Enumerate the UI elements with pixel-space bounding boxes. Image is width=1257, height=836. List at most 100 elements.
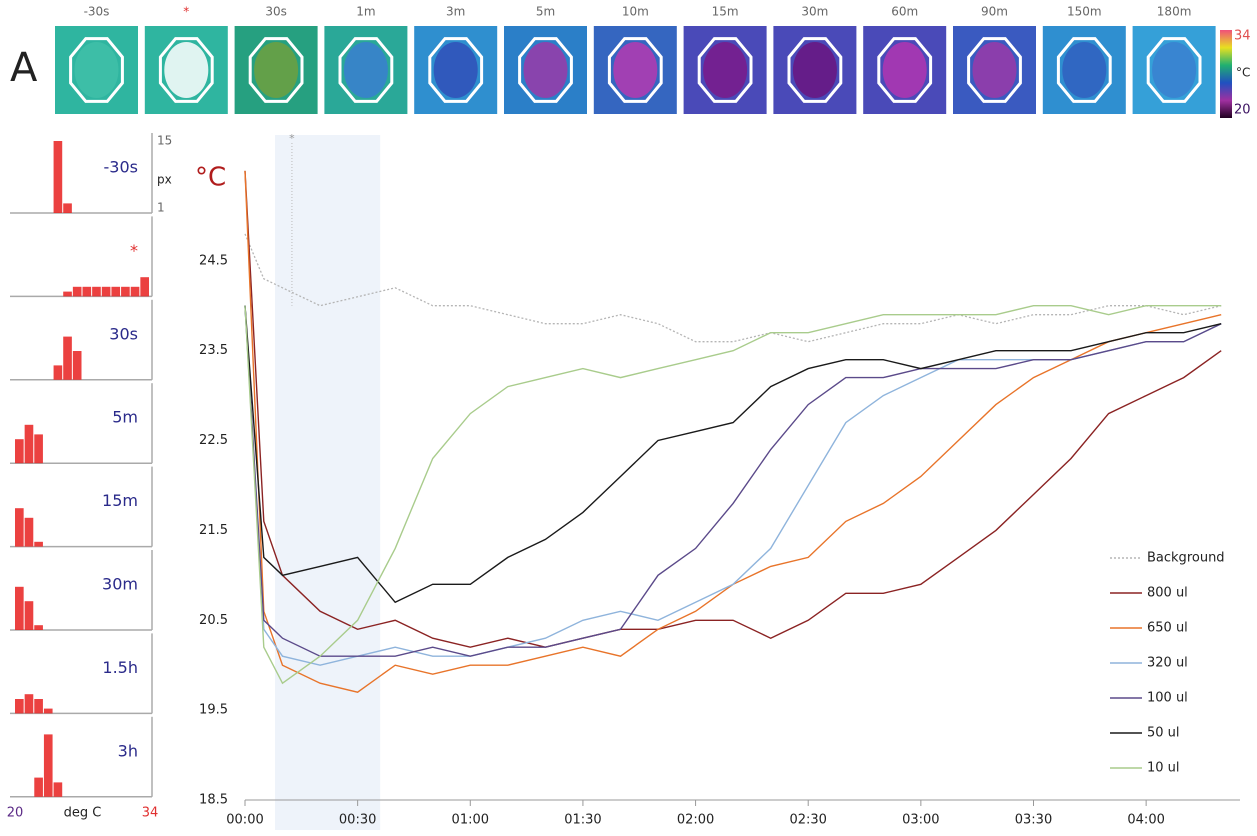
hist-bar (140, 277, 149, 296)
hist-y-tick-label: 1 (157, 201, 165, 215)
legend-label: 320 ul (1147, 656, 1188, 671)
panel-label: A (10, 45, 38, 91)
hist-title: * (130, 241, 138, 260)
legend-label: 800 ul (1147, 586, 1188, 601)
thumbnail-label: 30m (801, 5, 828, 19)
x-tick-label: 00:30 (339, 813, 376, 828)
thumbnail-core (703, 42, 747, 98)
x-tick-label: 01:30 (564, 813, 601, 828)
colorbar-unit: °C (1236, 66, 1250, 80)
x-tick-label: 01:00 (452, 813, 489, 828)
hist-bar (44, 734, 53, 796)
thumbnail-core (75, 42, 119, 98)
y-tick-label: 18.5 (199, 793, 228, 808)
thumbnail-label: 30s (265, 5, 287, 19)
hist-bar (44, 709, 53, 714)
thumbnail-label: 1m (356, 5, 375, 19)
legend-label: 100 ul (1147, 691, 1188, 706)
series-line (245, 171, 1221, 692)
hist-bar (34, 434, 43, 463)
thumbnail-core (793, 42, 837, 98)
colorbar-min: 20 (1234, 103, 1251, 118)
hist-bar (73, 351, 82, 380)
thumbnail-label: -30s (84, 5, 110, 19)
series-line (245, 234, 1221, 342)
y-axis-label: °C (195, 163, 226, 193)
hist-title: 3h (118, 741, 138, 760)
hist-title: -30s (104, 158, 138, 177)
thumbnail-label: 150m (1067, 5, 1102, 19)
hist-bar (92, 287, 101, 297)
hist-bar (63, 337, 72, 380)
hist-bar (15, 699, 24, 713)
hist-x-tick-label: 20 (7, 805, 24, 820)
hist-bar (25, 518, 34, 547)
x-tick-label: 00:00 (226, 813, 263, 828)
x-tick-label: 02:30 (789, 813, 826, 828)
x-tick-label: 04:00 (1127, 813, 1164, 828)
y-tick-label: 23.5 (199, 343, 228, 358)
hist-bar (83, 287, 92, 297)
hist-bar (34, 542, 43, 547)
hist-bar (15, 587, 24, 630)
thumbnail-core (1152, 42, 1196, 98)
hist-x-tick-label: 34 (142, 805, 159, 820)
hist-bar (15, 508, 24, 546)
hist-bar (54, 782, 63, 796)
y-tick-label: 22.5 (199, 433, 228, 448)
hist-title: 15m (102, 491, 138, 510)
thumbnail-core (254, 42, 298, 98)
hist-bar (121, 287, 130, 297)
colorbar (1220, 30, 1232, 118)
colorbar-max: 34 (1234, 29, 1251, 44)
x-tick-label: 03:00 (902, 813, 939, 828)
hist-title: 1.5h (102, 658, 138, 677)
series-line (245, 306, 1221, 666)
legend-label: 50 ul (1147, 726, 1180, 741)
legend-label: Background (1147, 551, 1225, 566)
hist-bar (34, 778, 43, 797)
hist-bar (34, 625, 43, 630)
hist-title: 30m (102, 575, 138, 594)
series-line (245, 171, 1221, 647)
hist-bar (63, 292, 72, 297)
series-line (245, 306, 1221, 684)
y-tick-label: 21.5 (199, 523, 228, 538)
y-tick-label: 24.5 (199, 253, 228, 268)
hist-x-label: deg C (64, 805, 102, 820)
thumbnail-label: 90m (981, 5, 1008, 19)
hist-title: 5m (112, 408, 138, 427)
thumbnail-label: 3m (446, 5, 465, 19)
thumbnail-label: 180m (1157, 5, 1192, 19)
thumbnail-core (1062, 42, 1106, 98)
hist-bar (25, 601, 34, 630)
x-tick-label: 02:00 (677, 813, 714, 828)
thumbnail-label: 5m (536, 5, 555, 19)
hist-bar (15, 439, 24, 463)
thumbnail-core (434, 42, 478, 98)
legend-label: 650 ul (1147, 621, 1188, 636)
thumbnail-core (164, 42, 208, 98)
thumbnail-label: 60m (891, 5, 918, 19)
thumbnail-label: 15m (712, 5, 739, 19)
hist-bar (54, 365, 63, 379)
y-tick-label: 20.5 (199, 613, 228, 628)
hist-bar (63, 203, 72, 213)
hist-bar (25, 425, 34, 463)
hist-bar (131, 287, 140, 297)
hist-bar (73, 287, 82, 297)
annotation: * (289, 132, 295, 145)
thumbnail-core (883, 42, 927, 98)
figure: A -30s*30s1m3m5m10m15m30m60m90m150m180m3… (0, 0, 1257, 836)
hist-bar (34, 699, 43, 713)
shaded-region (275, 135, 380, 830)
hist-bar (111, 287, 120, 297)
thumbnail-core (524, 42, 568, 98)
hist-title: 30s (109, 324, 138, 343)
thumbnail-label: 10m (622, 5, 649, 19)
x-tick-label: 03:30 (1015, 813, 1052, 828)
thumbnail-core (973, 42, 1017, 98)
y-tick-label: 19.5 (199, 703, 228, 718)
thumbnail-label: * (183, 5, 189, 19)
hist-bar (102, 287, 111, 297)
